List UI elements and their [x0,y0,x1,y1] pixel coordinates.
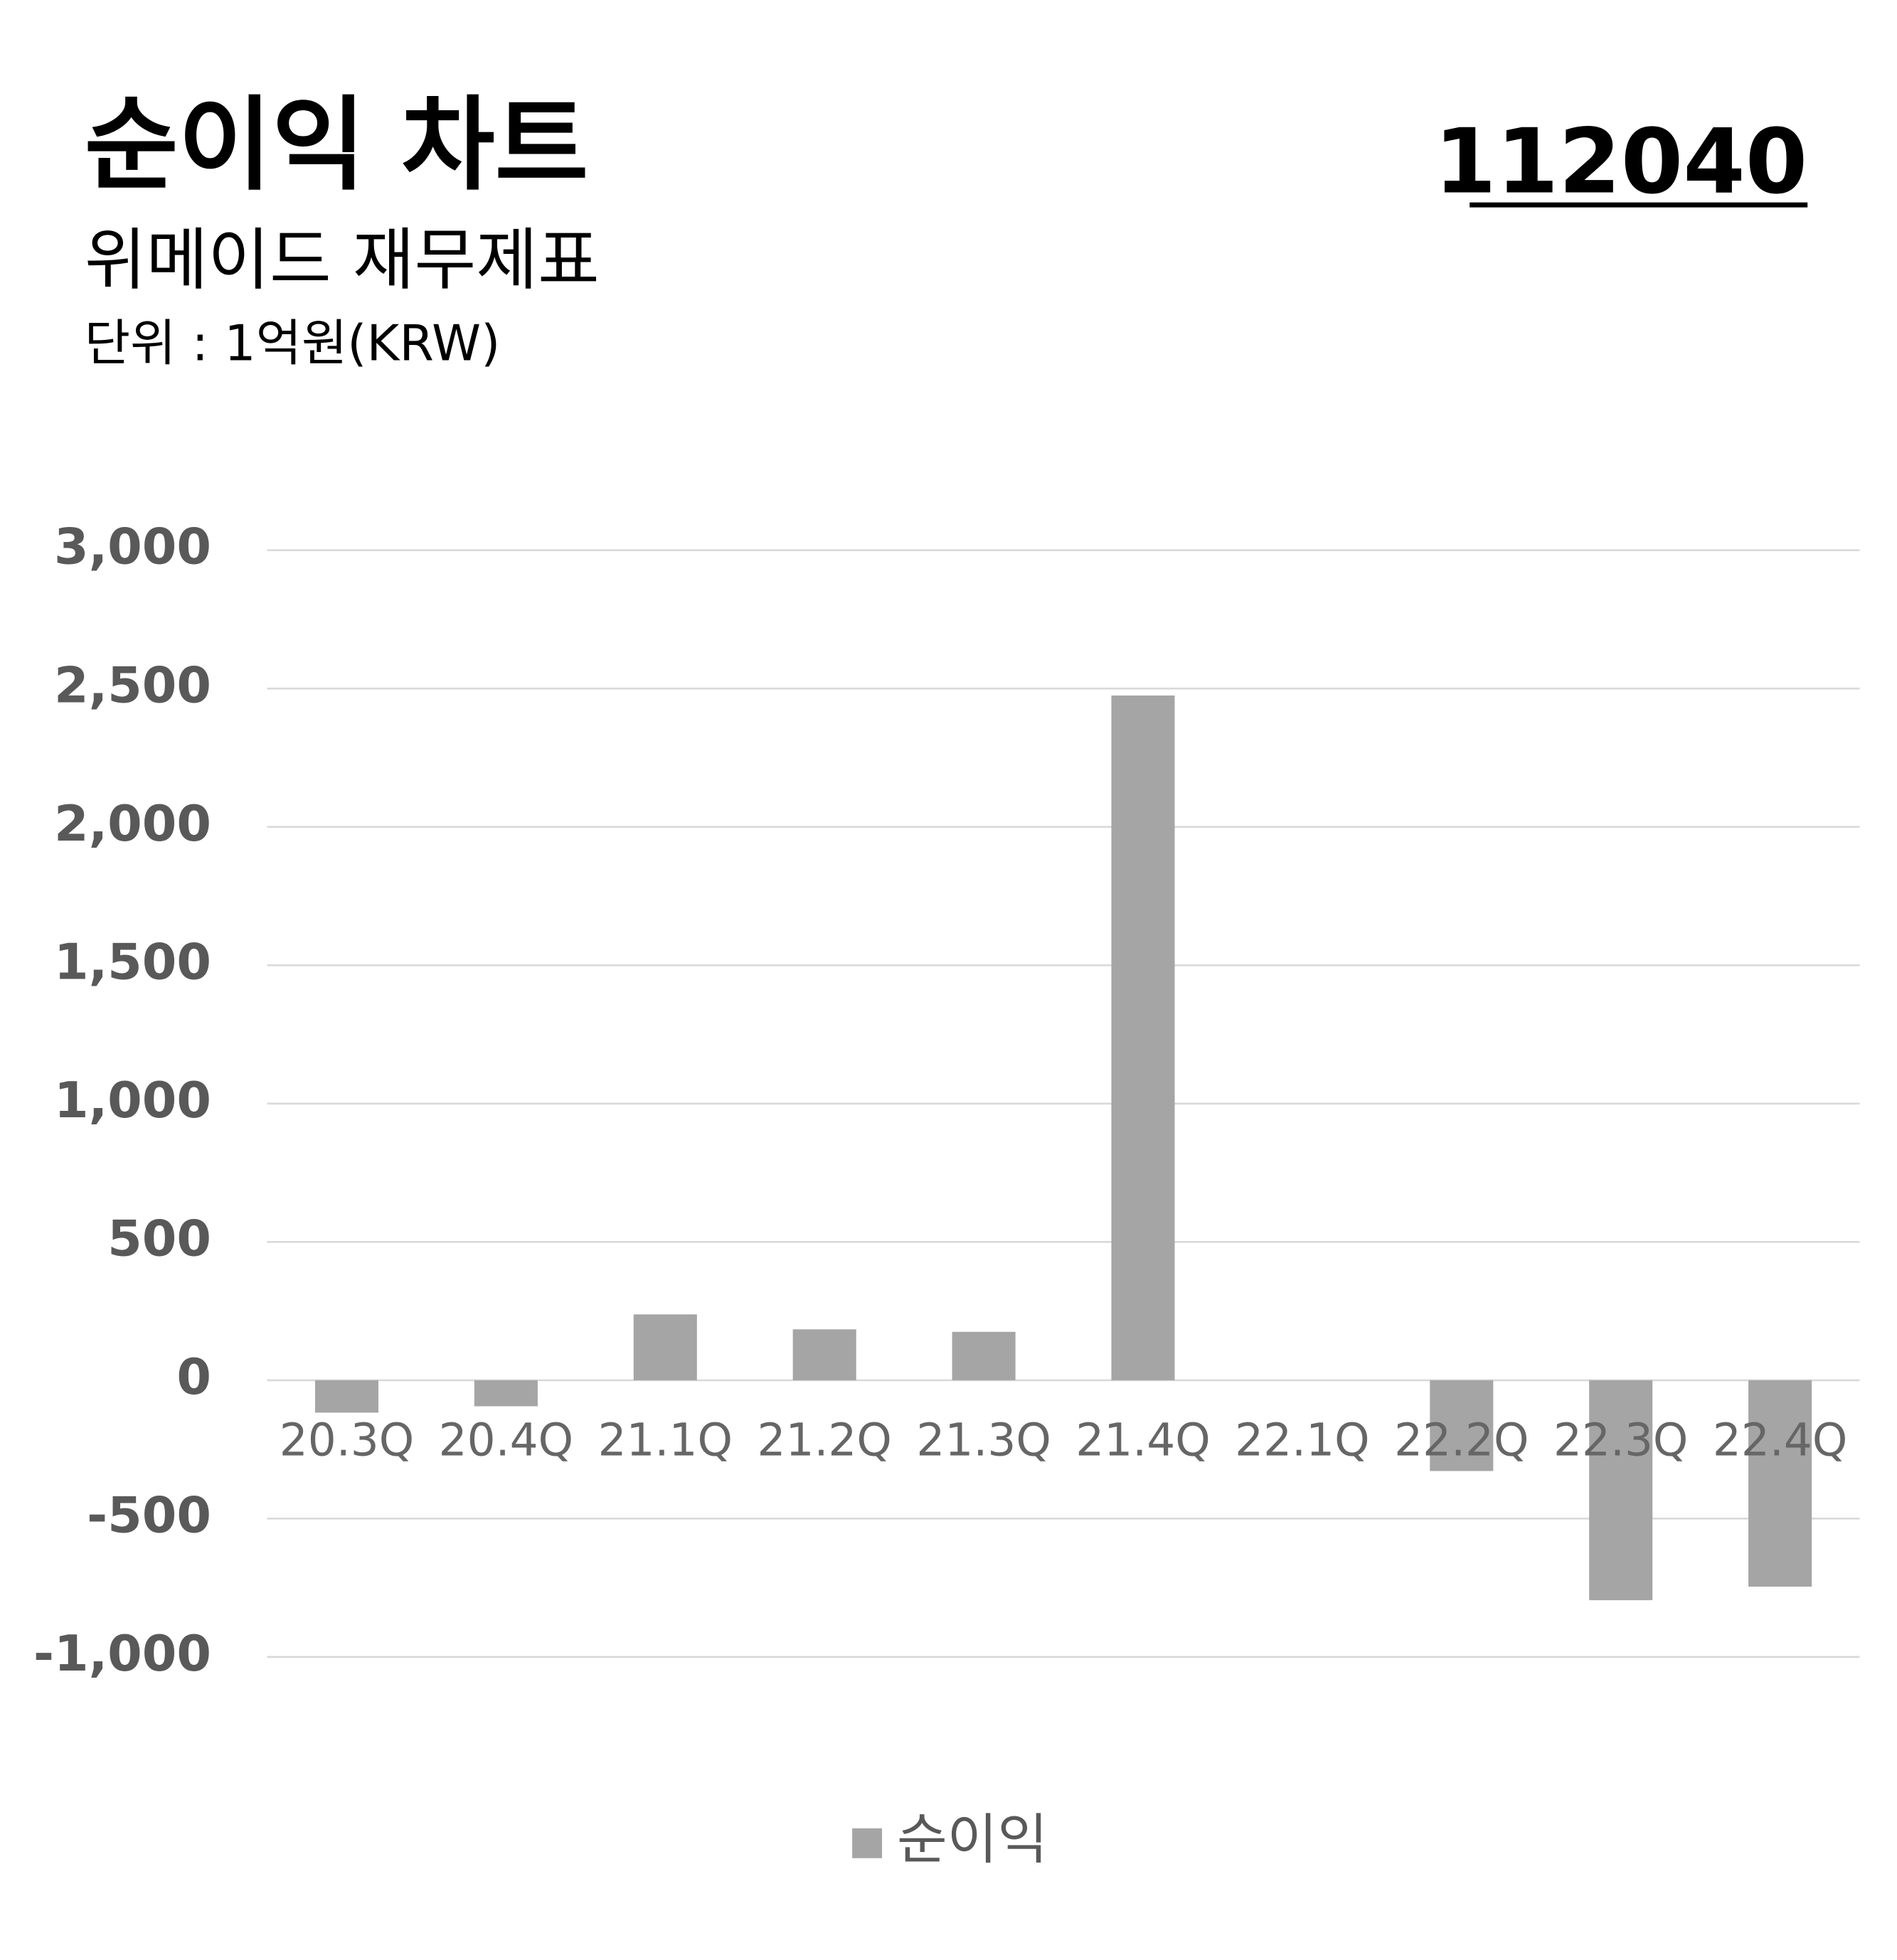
y-tick-label: 500 [107,1210,211,1267]
y-tick-label: 1,500 [54,933,211,991]
y-tick-label: 3,000 [54,518,211,576]
x-tick-label: 22.2Q [1394,1415,1529,1466]
y-tick-label: -500 [87,1486,211,1544]
y-tick-label: 0 [176,1348,211,1406]
bar [1430,1380,1494,1471]
y-tick-label: 2,500 [54,656,211,714]
x-tick-label: 20.3Q [280,1415,414,1466]
bar [1748,1380,1812,1587]
bar [1111,695,1175,1380]
unit-label: 단위 : 1억원(KRW) [85,314,501,372]
chart-title: 순이익 차트 [85,85,589,204]
y-tick-label: 1,000 [54,1072,211,1129]
bar [792,1329,856,1380]
x-tick-label: 21.2Q [757,1415,891,1466]
x-tick-label: 22.4Q [1713,1415,1847,1466]
bar [633,1314,697,1380]
x-tick-label: 20.4Q [439,1415,573,1466]
x-tick-label: 21.3Q [916,1415,1051,1466]
y-tick-label: 2,000 [54,795,211,853]
bar [314,1380,379,1413]
legend-label: 순이익 [897,1809,1048,1872]
ticker: 112040 [1434,110,1807,214]
x-tick-label: 22.1Q [1235,1415,1369,1466]
y-tick-label: -1,000 [33,1625,211,1683]
x-tick-label: 21.1Q [598,1415,733,1466]
bar [474,1380,538,1407]
x-tick-label: 22.3Q [1553,1415,1688,1466]
bar [1589,1380,1653,1601]
bar [952,1331,1016,1380]
chart-subtitle: 위메이드 재무제표 [85,221,600,299]
legend-swatch [852,1828,883,1858]
x-tick-label: 21.4Q [1075,1415,1210,1466]
